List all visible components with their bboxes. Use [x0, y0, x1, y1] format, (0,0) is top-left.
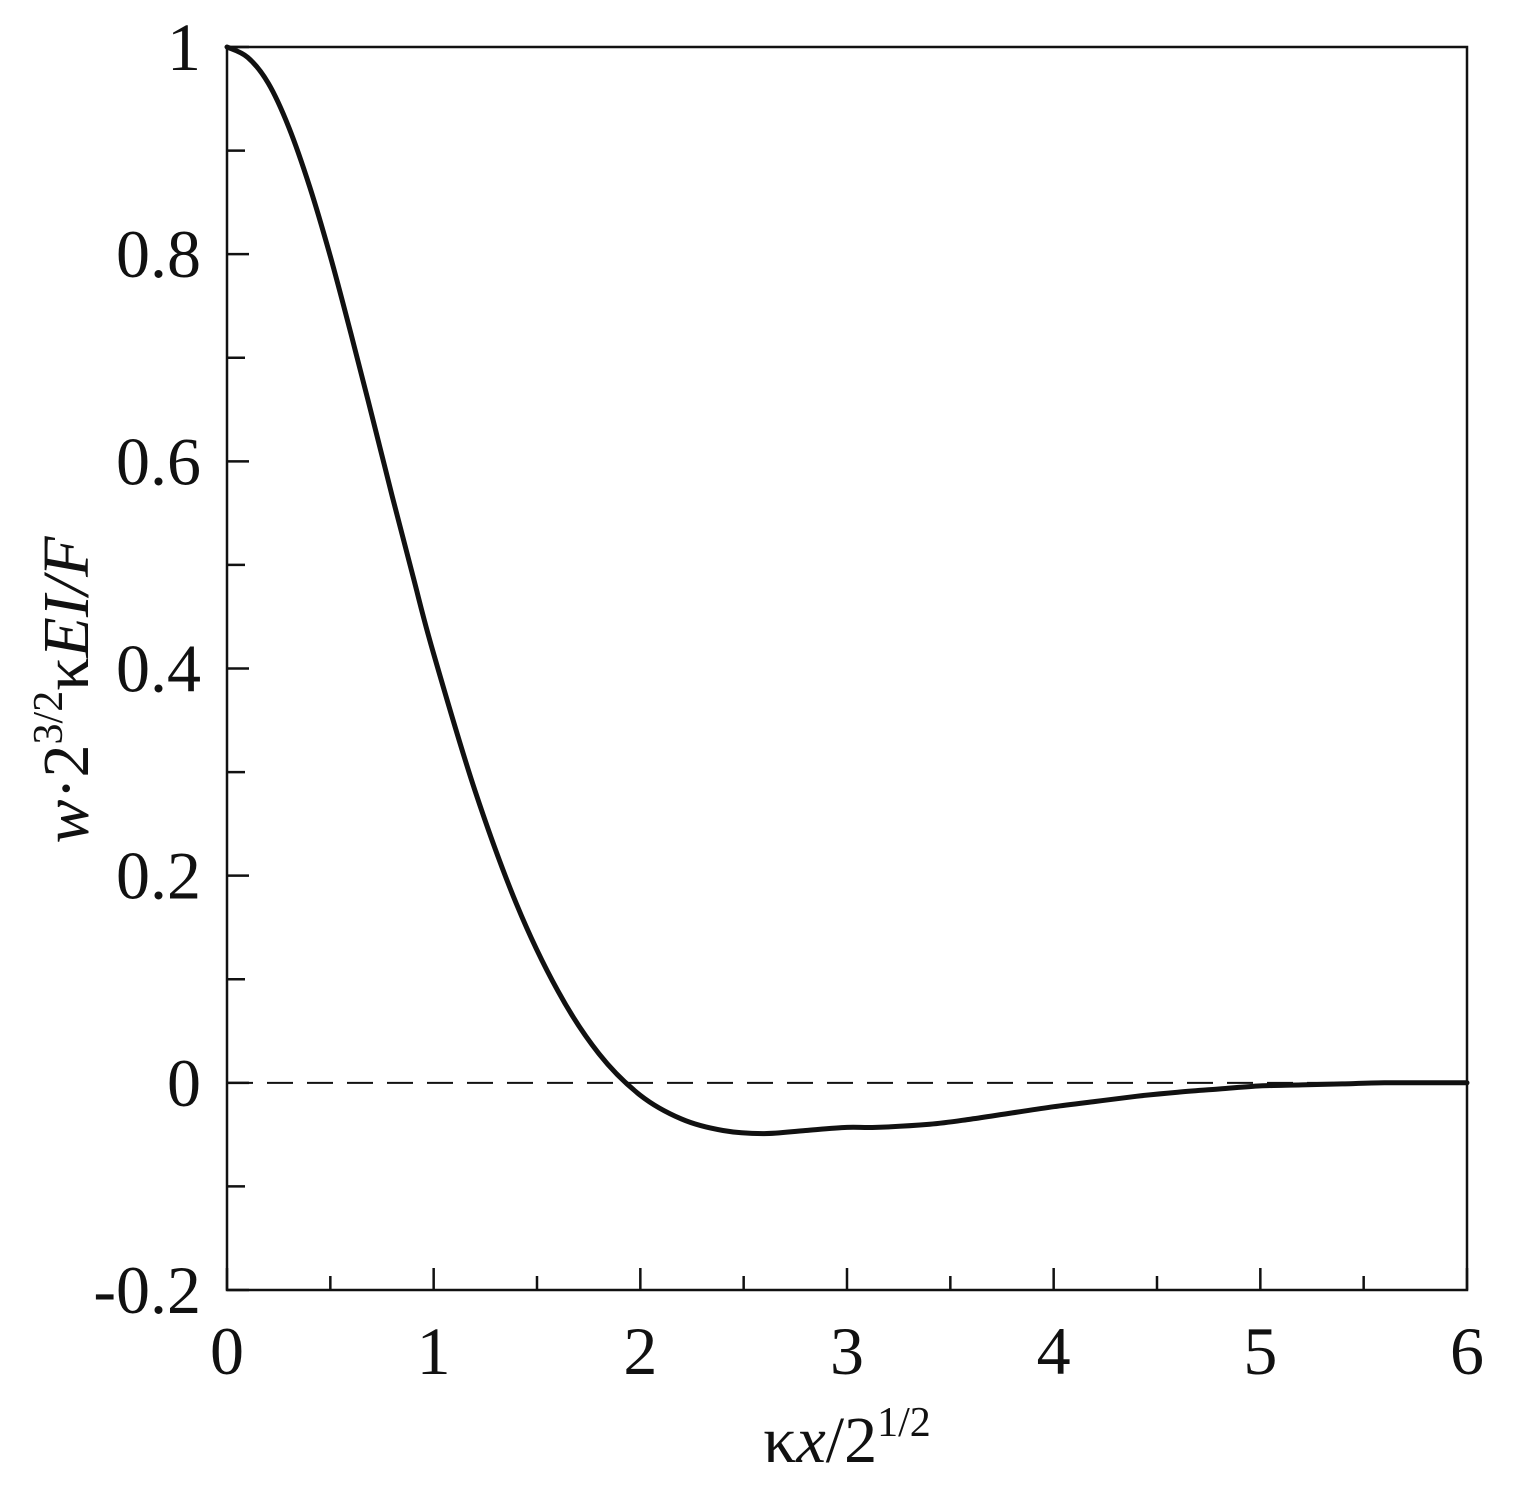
- y-tick-label: 0.4: [116, 631, 201, 707]
- x-tick-label: 5: [1243, 1313, 1277, 1389]
- plot-frame: [225, 45, 1469, 1292]
- x-tick-label: 3: [830, 1313, 864, 1389]
- x-axis-label-sep: /2: [826, 1404, 877, 1477]
- deflection-curve: [224, 44, 1470, 1137]
- y-tick-label: 1: [167, 9, 201, 85]
- x-tick-label: 6: [1450, 1313, 1484, 1389]
- tick-labels: 0 1 2 3 4 5 6-0.200.20.40.60.81: [93, 9, 1484, 1389]
- x-axis-label-var: x: [795, 1404, 825, 1477]
- y-axis-label-tail: EI/F: [30, 536, 103, 659]
- axis-ticks: [225, 45, 1469, 1292]
- y-tick-label: -0.2: [93, 1252, 201, 1328]
- y-tick-label: 0: [167, 1045, 201, 1121]
- x-tick-label: 1: [417, 1313, 451, 1389]
- x-axis-label-sup: 1/2: [877, 1400, 931, 1446]
- y-axis-label-sup: 3/2: [26, 691, 72, 745]
- y-axis-label-mid: ·2: [30, 744, 103, 799]
- x-tick-label: 4: [1037, 1313, 1071, 1389]
- x-tick-label: 2: [623, 1313, 657, 1389]
- x-tick-label: 0: [210, 1313, 244, 1389]
- x-axis-label-kappa: κ: [763, 1404, 796, 1477]
- y-axis-label: w·23/2κEI/F: [26, 536, 103, 844]
- y-tick-label: 0.2: [116, 838, 201, 914]
- y-axis-label-kappa: κ: [30, 658, 103, 691]
- y-axis-label-var: w: [30, 799, 103, 843]
- x-axis-label: κx/21/2: [763, 1400, 931, 1477]
- y-tick-label: 0.8: [116, 216, 201, 292]
- y-tick-label: 0.6: [116, 423, 201, 499]
